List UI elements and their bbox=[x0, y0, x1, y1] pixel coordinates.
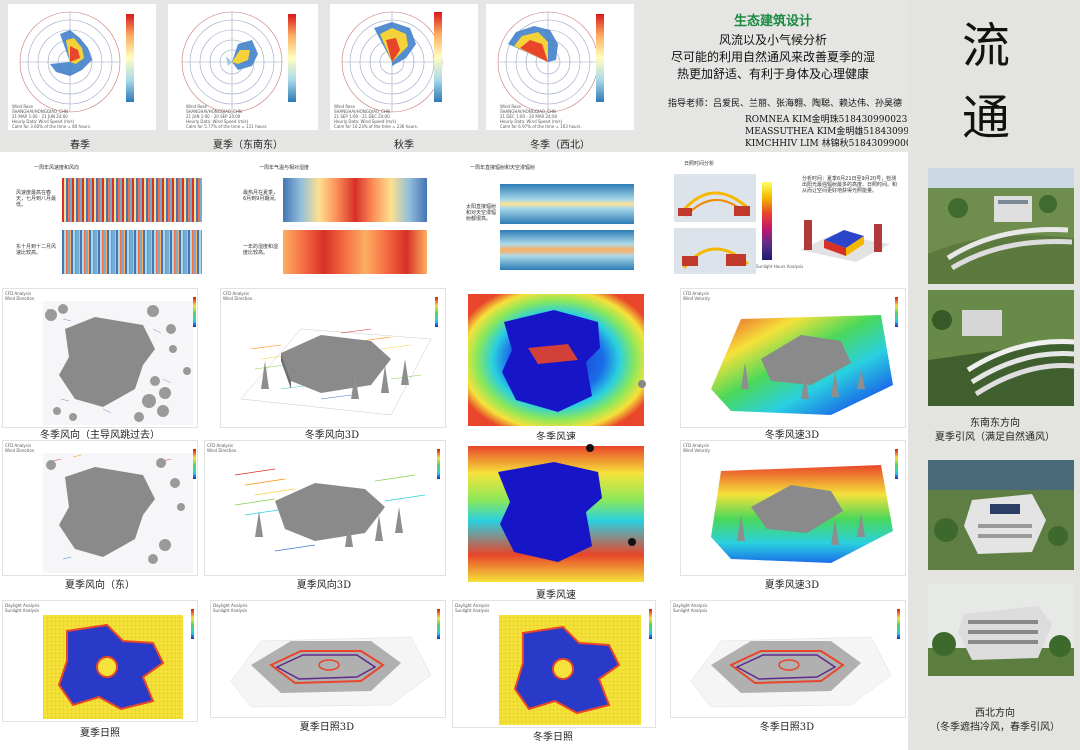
wind-speed-heatmap bbox=[62, 178, 202, 222]
climate-wind-title: 一周年风速度和风向 bbox=[34, 165, 80, 171]
daylight-header: Daylight Analysis bbox=[5, 603, 40, 608]
climate-wind-panel: 一周年风速度和风向 风速度最高在春天，七月到八月最低。 东十月到十二月风速比较高… bbox=[10, 160, 210, 280]
cfd-sub: Wind Direction bbox=[5, 296, 35, 301]
caption-winter-wind-direction-3d: 冬季风向3D bbox=[304, 430, 360, 441]
summer-daylight-panel: Daylight Analysis Sunlight Analysis bbox=[2, 600, 198, 722]
side-caption-1b: 夏季引风（满足自然通风） bbox=[935, 432, 1055, 443]
caption-winter-daylight-3d: 冬季日照3D bbox=[759, 722, 815, 733]
caption-summer-wind-direction-3d: 夏季风向3D bbox=[296, 580, 352, 591]
poster-title: 生态建筑设计 bbox=[733, 14, 812, 29]
climate-wind-note1: 风速度最高在春天，七月到八月最低。 bbox=[16, 190, 57, 208]
caption-summer-wind-speed: 夏季风速 bbox=[536, 590, 576, 601]
climate-wind-note2: 东十月到十二月风速比较高。 bbox=[16, 244, 57, 256]
climate-radiation-note: 太阳直接辐射和对天空漫辐射都很高。 bbox=[466, 204, 497, 222]
climate-temp-note2: 一年的湿度和湿度比较高。 bbox=[243, 244, 279, 256]
sunlight-note: 分析时间：夏季6月21日至9月20号，检测出阳光最强辐射最多的高度、日照时间。和… bbox=[802, 176, 898, 194]
climate-temp-panel: 一周年气温与相对湿度 最热月在夏季，6月到9月期间。 一年的湿度和湿度比较高。 bbox=[235, 160, 435, 280]
render-photo-4 bbox=[928, 584, 1074, 676]
climate-radiation-title: 一周年直接辐射和天空漫辐射 bbox=[470, 165, 536, 171]
caption-summer-daylight: 夏季日照 bbox=[80, 728, 120, 739]
humidity-heatmap bbox=[283, 230, 427, 274]
caption-summer-wind-direction: 夏季风向（东） bbox=[65, 580, 135, 591]
sunlight-hours-diagram bbox=[674, 174, 756, 274]
title-block: 生态建筑设计 风流以及小气候分析 尽可能的利用自然通风来改善夏季的湿 热更加舒适… bbox=[640, 10, 906, 82]
summer-wind-speed-3d-panel: CFD Analysis Wind Velocity bbox=[680, 440, 906, 576]
caption-winter-daylight: 冬季日照 bbox=[533, 732, 573, 743]
climate-radiation-panel: 一周年直接辐射和天空漫辐射 太阳直接辐射和对天空漫辐射都很高。 bbox=[462, 160, 642, 280]
wind-rose-spring: Wind Rose SHANGHAI/HONGQIAO_CHN 21 MAR 1:0… bbox=[8, 4, 156, 130]
render-photo-3 bbox=[928, 460, 1074, 570]
sunlight-hours-panel: 日照时间分析 Sunlight Hours Analysis 分析时间：夏季6月… bbox=[668, 158, 904, 280]
wind-direction-heatmap bbox=[62, 230, 202, 274]
temperature-heatmap bbox=[283, 178, 427, 222]
climate-temp-title: 一周年气温与相对湿度 bbox=[259, 165, 310, 171]
wind-rose-autumn-label: 秋季 bbox=[394, 140, 414, 151]
render-photo-1 bbox=[928, 168, 1074, 284]
wind-rose-summer: Wind Rose SHANGHAI/HONGQIAO_CHN 21 JUN 1:0… bbox=[168, 4, 318, 130]
caption-winter-wind-direction: 冬季风向（主导风跳过去） bbox=[40, 430, 160, 441]
wind-rose-winter-info: Wind Rose SHANGHAI/HONGQIAO_CHN 21 DEC 1:0… bbox=[500, 104, 582, 129]
climate-temp-note1: 最热月在夏季，6月到9月期间。 bbox=[243, 190, 280, 202]
students: ROMNEA KIM金明珠518430990023 MEASSUTHEA KIM… bbox=[745, 114, 932, 150]
sunlight-legend: Sunlight Hours Analysis bbox=[756, 264, 804, 269]
side-caption-1a: 东南东方向 bbox=[970, 418, 1020, 429]
poster-desc-line2: 热更加舒适、有利于身体及心理健康 bbox=[676, 67, 869, 81]
poster-subtitle: 风流以及小气候分析 bbox=[718, 33, 827, 47]
winter-wind-speed-panel bbox=[458, 288, 654, 428]
summer-wind-direction-3d-panel: CFD Analysis Wind Direction bbox=[204, 440, 446, 576]
summer-wind-speed-panel bbox=[458, 440, 654, 584]
summer-daylight-3d-panel: Daylight Analysis Sunlight Analysis bbox=[210, 600, 446, 718]
sunlight-hours-title: 日照时间分析 bbox=[684, 161, 715, 167]
side-caption-2a: 西北方向 bbox=[975, 708, 1015, 719]
wind-rose-summer-info: Wind Rose SHANGHAI/HONGQIAO_CHN 21 JUN 1:0… bbox=[186, 104, 268, 129]
summer-wind-direction-panel: CFD Analysis Wind Direction bbox=[2, 440, 198, 576]
advisors: 指导老师：吕爱民、兰丽、张海翱、陶聪、赖达伟、孙昊德 bbox=[668, 99, 903, 109]
sunlight-scale bbox=[762, 182, 772, 260]
cfd-header: CFD Analysis bbox=[5, 291, 31, 296]
wind-rose-autumn-info: Wind Rose SHANGHAI/HONGQIAO_CHN 21 SEP 1:0… bbox=[334, 104, 419, 129]
sunlight-3d-model bbox=[800, 220, 890, 262]
wind-rose-autumn: Wind Rose SHANGHAI/HONGQIAO_CHN 21 SEP 1:0… bbox=[330, 4, 478, 130]
wind-rose-winter: Wind Rose SHANGHAI/HONGQIAO_CHN 21 DEC 1:0… bbox=[486, 4, 634, 130]
winter-wind-direction-3d-panel: CFD Analysis Wind Direction bbox=[220, 288, 446, 428]
caption-summer-daylight-3d: 夏季日照3D bbox=[299, 722, 355, 733]
side-caption-2b: （冬季遮挡冷风，春季引风） bbox=[930, 722, 1060, 733]
caption-winter-wind-speed: 冬季风速 bbox=[536, 432, 576, 443]
winter-daylight-3d-panel: Daylight Analysis Sunlight Analysis bbox=[670, 600, 906, 718]
student-3: KIMCHHIV LIM 林锦秋518430990009 bbox=[745, 139, 918, 149]
wind-rose-spring-info: Wind Rose SHANGHAI/HONGQIAO_CHN 21 MAR 1:0… bbox=[12, 104, 92, 129]
wind-rose-spring-label: 春季 bbox=[70, 140, 90, 151]
big-char-1: 流 bbox=[962, 18, 1011, 74]
student-2: MEASSUTHEA KIM金明雄518430990025 bbox=[745, 127, 933, 137]
student-1: ROMNEA KIM金明珠518430990023 bbox=[745, 115, 908, 125]
winter-wind-direction-panel: CFD Analysis Wind Direction bbox=[2, 288, 198, 428]
winter-daylight-panel: Daylight Analysis Sunlight Analysis bbox=[452, 600, 656, 728]
wind-rose-winter-label: 冬季（西北） bbox=[530, 140, 590, 151]
diffuse-radiation-heatmap bbox=[500, 230, 634, 270]
winter-wind-speed-3d-panel: CFD Analysis Wind Velocity bbox=[680, 288, 906, 428]
caption-summer-wind-speed-3d: 夏季风速3D bbox=[764, 580, 820, 591]
big-char-2: 通 bbox=[962, 90, 1011, 146]
caption-winter-wind-speed-3d: 冬季风速3D bbox=[764, 430, 820, 441]
poster-desc-line1: 尽可能的利用自然通风来改善夏季的湿 bbox=[670, 50, 875, 64]
wind-rose-summer-label: 夏季（东南东） bbox=[213, 140, 283, 151]
render-photo-2 bbox=[928, 290, 1074, 406]
direct-radiation-heatmap bbox=[500, 184, 634, 224]
